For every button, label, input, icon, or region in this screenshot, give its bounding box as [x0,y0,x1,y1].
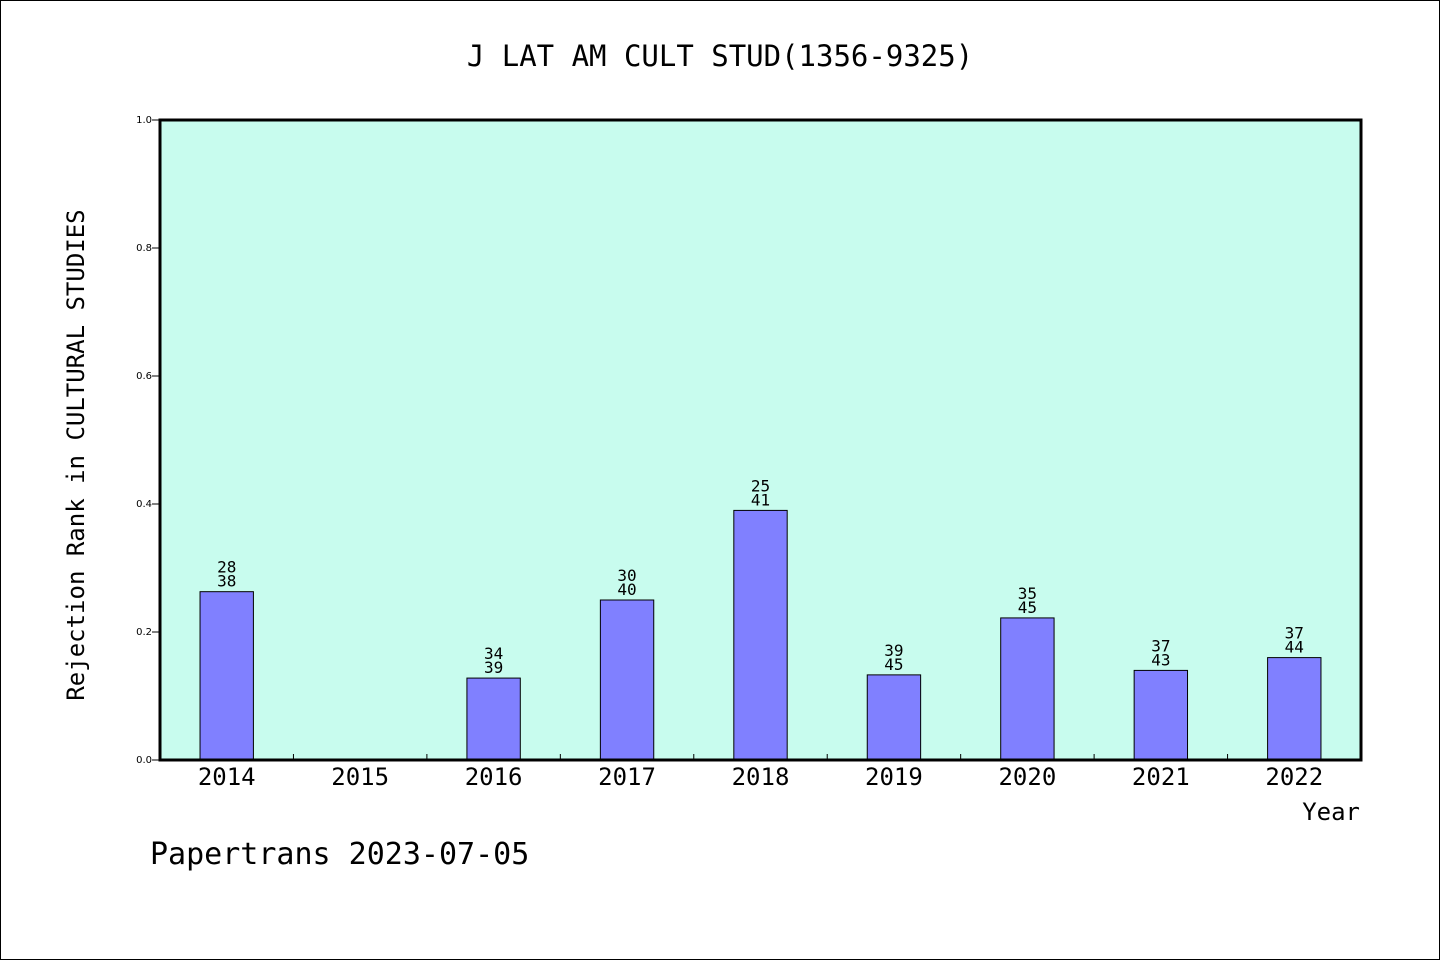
bar-total-label: 43 [1151,650,1170,669]
bar-2016 [466,677,521,761]
bar-2020 [1000,617,1055,761]
bar-total-label: 38 [217,572,236,591]
bar-total-label: 40 [617,580,636,599]
y-axis-label: Rejection Rank in CULTURAL STUDIES [62,209,90,700]
x-tick-label: 2018 [732,763,790,791]
bar-2022 [1267,657,1322,761]
bar-2014 [199,591,254,761]
y-tick-label: 0.4 [136,499,152,510]
bar-rank-label: 37 [1285,624,1304,643]
bar-total-label: 45 [884,655,903,674]
bars [199,509,1322,761]
y-tick-label: 0.0 [136,755,152,766]
bar-rank-label: 28 [217,558,236,577]
y-tick-label: 0.6 [136,371,152,382]
y-tick-label: 0.2 [136,627,152,638]
x-tick-label: 2017 [598,763,656,791]
footer-text: Papertrans 2023-07-05 [150,837,529,872]
y-axis-ticks: 0.0 0.2 0.4 0.6 0.8 1.0 [136,115,160,766]
chart-title: J LAT AM CULT STUD(1356-9325) [467,39,973,73]
x-tick-label: 2021 [1132,763,1190,791]
plot-border [158,118,1363,762]
x-tick-label: 2016 [465,763,523,791]
bar-total-label: 44 [1285,638,1304,657]
bar-rank-label: 35 [1018,584,1037,603]
x-tick-label: 2015 [331,763,389,791]
x-tick-label: 2019 [865,763,923,791]
x-tick-label: 2020 [998,763,1056,791]
bar-2019 [866,674,922,761]
bar-2021 [1133,669,1189,761]
bar-rank-label: 34 [484,644,503,663]
y-tick-label: 0.8 [136,243,152,254]
bar-rank-label: 30 [617,566,636,585]
y-tick-label: 1.0 [136,115,152,126]
x-axis-ticks: 2014 2015 2016 2017 2018 2019 2020 2021 2022 [198,754,1323,791]
x-axis-label: Year [1302,798,1360,826]
bar-total-label: 41 [751,490,770,509]
bar-total-label: 39 [484,658,503,677]
bar-rank-label: 39 [884,641,903,660]
bar-2017 [599,599,655,761]
bar-2018 [733,509,788,761]
bar-rank-label: 25 [751,476,770,495]
bar-rank-label: 37 [1151,636,1170,655]
x-tick-label: 2022 [1265,763,1323,791]
bar-total-label: 45 [1018,598,1037,617]
x-tick-label: 2014 [198,763,256,791]
